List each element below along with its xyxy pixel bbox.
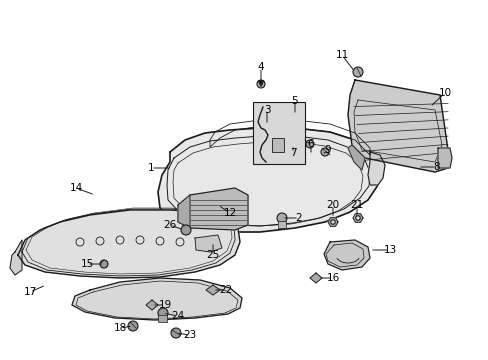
Polygon shape — [18, 210, 240, 278]
Text: 8: 8 — [433, 162, 439, 172]
Text: 22: 22 — [219, 285, 232, 295]
Circle shape — [171, 328, 181, 338]
Text: 9: 9 — [324, 145, 331, 155]
Polygon shape — [205, 285, 220, 295]
Text: 13: 13 — [383, 245, 396, 255]
Text: 5: 5 — [291, 96, 298, 106]
Bar — [158, 315, 167, 322]
Text: 6: 6 — [307, 139, 314, 149]
Text: 20: 20 — [326, 200, 339, 210]
Polygon shape — [146, 300, 158, 310]
Text: 12: 12 — [223, 208, 236, 218]
Polygon shape — [178, 195, 190, 228]
Text: 10: 10 — [438, 88, 450, 98]
Text: 14: 14 — [69, 183, 82, 193]
Polygon shape — [347, 80, 447, 172]
Circle shape — [276, 213, 286, 223]
Text: 16: 16 — [325, 273, 339, 283]
Circle shape — [158, 308, 168, 318]
Circle shape — [305, 140, 313, 148]
Text: 26: 26 — [163, 220, 176, 230]
Text: 11: 11 — [335, 50, 348, 60]
Polygon shape — [324, 240, 369, 270]
Circle shape — [330, 220, 335, 224]
Polygon shape — [309, 273, 321, 283]
Circle shape — [320, 148, 328, 156]
Polygon shape — [72, 278, 242, 320]
Text: 21: 21 — [350, 200, 363, 210]
Text: 3: 3 — [263, 105, 270, 115]
Circle shape — [257, 80, 264, 88]
Circle shape — [128, 321, 138, 331]
Text: 4: 4 — [257, 62, 264, 72]
Circle shape — [286, 112, 294, 120]
Circle shape — [100, 260, 108, 268]
Polygon shape — [347, 145, 364, 170]
Bar — [252, 102, 305, 164]
Circle shape — [352, 67, 362, 77]
Text: 19: 19 — [158, 300, 171, 310]
Circle shape — [355, 216, 360, 220]
Circle shape — [181, 225, 191, 235]
Polygon shape — [352, 214, 362, 222]
Bar — [278, 221, 285, 228]
Text: 18: 18 — [113, 323, 126, 333]
Text: 25: 25 — [206, 250, 219, 260]
Text: 2: 2 — [295, 213, 302, 223]
Text: 7: 7 — [289, 148, 296, 158]
Text: 23: 23 — [183, 330, 196, 340]
Bar — [271, 138, 284, 152]
Text: 24: 24 — [171, 311, 184, 321]
Polygon shape — [195, 235, 222, 252]
Polygon shape — [437, 148, 451, 168]
Polygon shape — [10, 240, 22, 275]
Polygon shape — [367, 152, 384, 185]
Polygon shape — [178, 188, 247, 230]
Polygon shape — [327, 218, 337, 226]
Text: 15: 15 — [80, 259, 93, 269]
Text: 1: 1 — [147, 163, 154, 173]
Text: 17: 17 — [23, 287, 37, 297]
Polygon shape — [158, 128, 377, 232]
